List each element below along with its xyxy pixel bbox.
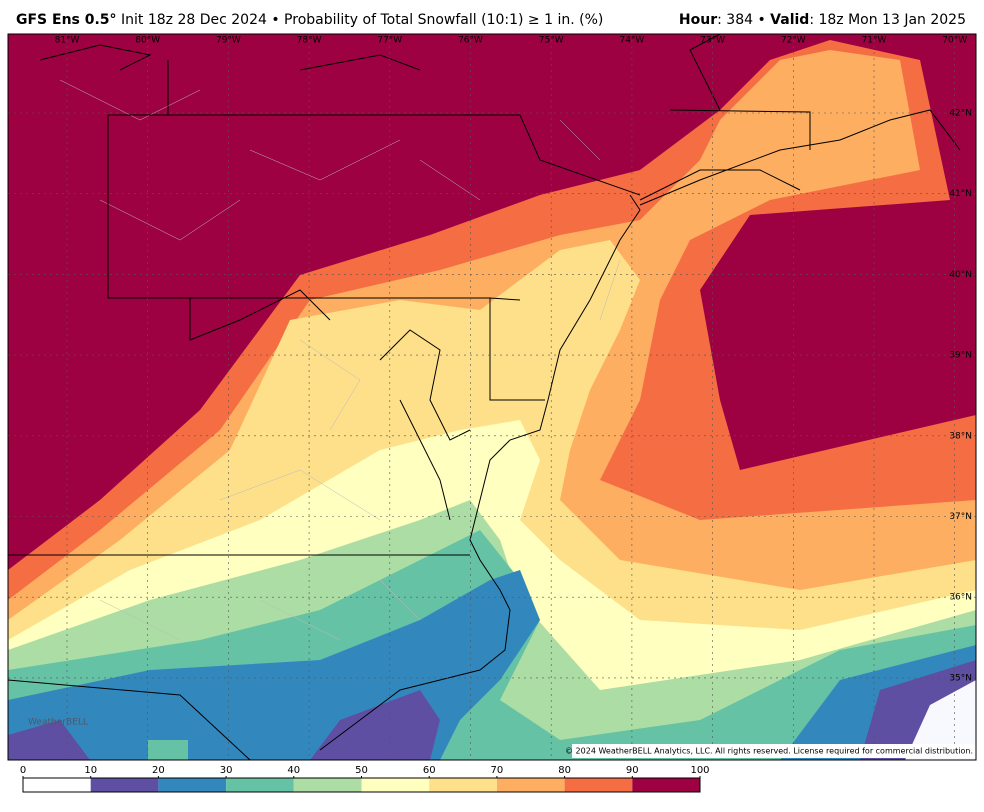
- copyright: © 2024 WeatherBELL Analytics, LLC. All r…: [565, 747, 973, 756]
- hour-label: Hour: [679, 12, 717, 28]
- state-borders: [8, 34, 811, 760]
- colorbar-label: 60: [423, 765, 436, 776]
- colorbar-swatch: [429, 778, 497, 792]
- coastline: [319, 109, 961, 751]
- colorbar-label: 40: [287, 765, 300, 776]
- colorbar-swatch: [293, 778, 362, 792]
- field-0: [905, 680, 976, 760]
- colorbar-swatch: [632, 778, 700, 792]
- latitude-label: 35°N: [949, 673, 972, 683]
- valid-label: Valid: [770, 12, 809, 28]
- longitude-label: 76°W: [458, 36, 483, 46]
- map-frame: [7, 33, 977, 761]
- colorbar-swatch: [158, 778, 227, 792]
- colorbar-swatch: [496, 778, 565, 792]
- model: GFS Ens 0.5°: [16, 12, 117, 28]
- latitude-label: 42°N: [949, 109, 972, 119]
- longitude-label: 77°W: [377, 36, 402, 46]
- hour-value: : 384 •: [717, 12, 770, 28]
- colorbar-swatch: [361, 778, 430, 792]
- colorbar-swatch: [23, 778, 91, 792]
- longitude-label: 70°W: [942, 36, 967, 46]
- longitude-label: 81°W: [55, 36, 80, 46]
- colorbar-label: 90: [626, 765, 639, 776]
- valid-value: : 18z Mon 13 Jan 2025: [809, 12, 966, 28]
- colorbar-label: 100: [690, 765, 709, 776]
- field-30: [148, 740, 188, 760]
- county-lines: [59, 79, 621, 641]
- copyright-bg: [572, 744, 976, 758]
- graticule: 81°W 80°W 79°W 78°W 77°W 76°W 75°W 74°W 73°W 72°W…: [8, 34, 976, 760]
- latitude-label: 39°N: [949, 351, 972, 361]
- colorbar: 0 10 20 30 40 50 60 70 80 90 100: [20, 765, 710, 793]
- logo: WeatherBELL: [28, 718, 88, 728]
- longitude-label: 74°W: [619, 36, 644, 46]
- colorbar-label: 0: [20, 765, 26, 776]
- colorbar-label: 80: [558, 765, 571, 776]
- latitude-label: 40°N: [949, 270, 972, 280]
- longitude-label: 72°W: [781, 36, 806, 46]
- longitude-label: 75°W: [539, 36, 564, 46]
- product: Init 18z 28 Dec 2024 • Probability of To…: [117, 12, 604, 28]
- latitude-label: 37°N: [949, 512, 972, 522]
- colorbar-label: 10: [84, 765, 97, 776]
- colorbar-swatch: [564, 778, 633, 792]
- colorbar-label: 30: [220, 765, 233, 776]
- latitude-label: 38°N: [949, 431, 972, 441]
- longitude-label: 71°W: [862, 36, 887, 46]
- title-left: GFS Ens 0.5° Init 18z 28 Dec 2024 • Prob…: [16, 12, 603, 28]
- longitude-label: 73°W: [700, 36, 725, 46]
- great-lakes: [39, 44, 421, 71]
- longitude-label: 79°W: [216, 36, 241, 46]
- latitude-label: 36°N: [949, 593, 972, 603]
- colorbar-label: 20: [152, 765, 165, 776]
- field-10: [310, 690, 440, 760]
- colorbar-swatch: [90, 778, 159, 792]
- colorbar-swatch: [226, 778, 294, 792]
- longitude-label: 78°W: [297, 36, 322, 46]
- latitude-label: 41°N: [949, 189, 972, 199]
- title-right: Hour: 384 • Valid: 18z Mon 13 Jan 2025: [679, 12, 966, 28]
- colorbar-label: 50: [355, 765, 368, 776]
- field-10: [8, 720, 90, 760]
- map: 81°W 80°W 79°W 78°W 77°W 76°W 75°W 74°W 73°W 72°W…: [8, 34, 976, 760]
- colorbar-label: 70: [491, 765, 504, 776]
- longitude-label: 80°W: [135, 36, 160, 46]
